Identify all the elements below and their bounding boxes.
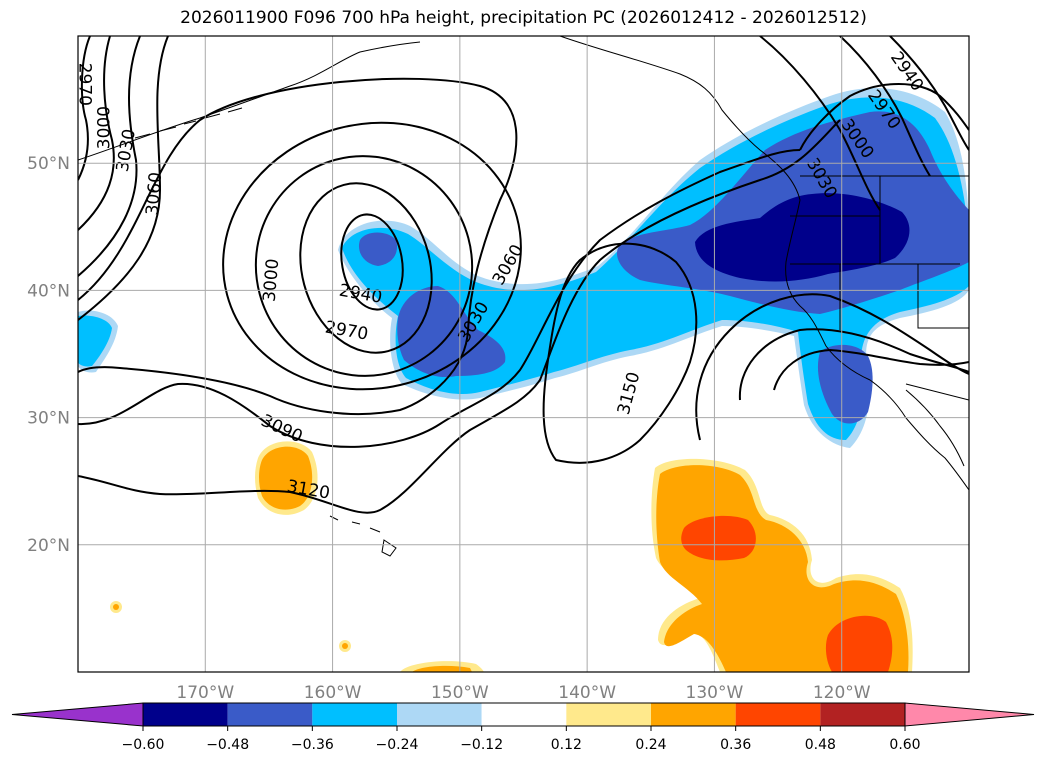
contour-3090 [78, 149, 801, 448]
precip-region-orange [412, 665, 472, 672]
precip-shading [78, 88, 969, 672]
colorbar-segment [227, 703, 313, 726]
contour-label: 3000 [260, 258, 284, 303]
map-frame [77, 35, 970, 673]
colorbar-tick-label: 0.60 [889, 737, 920, 753]
precip-region-red-orange [681, 515, 756, 561]
colorbar-tick-label: −0.36 [291, 737, 334, 753]
contour-3120 [78, 119, 841, 514]
contour-2970-east [839, 36, 931, 177]
aleutian-islands [134, 107, 243, 139]
y-tick-label: 20°N [27, 536, 70, 556]
x-tick-label: 140°W [558, 683, 616, 703]
contour-2940-east [889, 36, 969, 151]
x-tick-label: 120°W [813, 683, 871, 703]
y-tick-label: 40°N [27, 281, 70, 301]
colorbar-extend-under [11, 702, 144, 727]
colorbar-tick-label: 0.36 [720, 737, 751, 753]
contour-label: 2970 [74, 63, 94, 106]
colorbar-segment [143, 703, 228, 726]
x-tick-label: 170°W [176, 683, 234, 703]
contour-3060-east [773, 348, 969, 391]
contour-3030-east [799, 83, 969, 151]
height-contours [78, 36, 969, 514]
y-tick-label: 50°N [27, 154, 70, 174]
state-borders [790, 176, 969, 401]
contour-3000-low [254, 155, 474, 377]
precip-region-orange [113, 604, 119, 610]
contour-3120-east [695, 293, 969, 441]
colorbar-tick-label: 0.24 [635, 737, 666, 753]
x-tick-label: 150°W [431, 683, 489, 703]
contour-2970-low [299, 182, 433, 354]
contour-far-west-3030 [78, 36, 141, 277]
contour-3000-east [759, 36, 881, 211]
contour-3060 [78, 77, 518, 415]
colorbar-frame [142, 702, 906, 727]
contour-3150 [542, 242, 698, 464]
precip-region-royal-blue [817, 344, 873, 424]
contour-3090-east [738, 328, 969, 401]
colorbar-segment [566, 703, 651, 726]
baja-gulf-coast [905, 389, 965, 467]
colorbar: −0.60 −0.48 −0.36 −0.24 −0.12 0.12 0.24 0.36 0.4… [11, 702, 1035, 753]
precip-region-cyan [78, 315, 112, 367]
contour-2940-low [340, 213, 404, 311]
colorbar-tick-label: −0.48 [206, 737, 249, 753]
alaska-gulf-coast [559, 36, 801, 201]
precip-region-orange [259, 446, 313, 510]
colorbar-segment [820, 703, 905, 726]
x-tick-label: 130°W [686, 683, 744, 703]
colorbar-tick-label: 0.12 [551, 737, 582, 753]
colorbar-extend-over [904, 702, 1035, 727]
coastlines [78, 36, 969, 557]
precip-region-orange [342, 643, 348, 649]
contour-label: 3000 [95, 106, 115, 149]
precip-region-royal-blue [358, 232, 398, 266]
colorbar-tick-label: 0.48 [805, 737, 836, 753]
contour-3030-low [222, 121, 522, 391]
chart-title: 2026011900 F096 700 hPa height, precipit… [180, 8, 867, 28]
alaska-coast [78, 41, 421, 161]
colorbar-segment [481, 703, 567, 726]
contour-far-west-3000 [78, 36, 115, 231]
y-tick-label: 30°N [27, 409, 70, 429]
colorbar-tick-label: −0.60 [122, 737, 165, 753]
x-tick-label: 160°W [304, 683, 362, 703]
contour-far-west-2970 [78, 36, 91, 181]
west-coast [785, 199, 969, 491]
precip-region-red-orange [825, 615, 893, 672]
precip-region-navy [695, 193, 910, 282]
colorbar-segment [651, 703, 736, 726]
hawaii-islands [329, 515, 397, 557]
colorbar-tick-label: −0.12 [460, 737, 503, 753]
colorbar-tick-label: −0.24 [376, 737, 419, 753]
colorbar-segment [397, 703, 482, 726]
contour-far-west-3060 [78, 36, 169, 321]
colorbar-segment [735, 703, 821, 726]
colorbar-segment [312, 703, 397, 726]
contour-label: 3060 [143, 171, 167, 216]
